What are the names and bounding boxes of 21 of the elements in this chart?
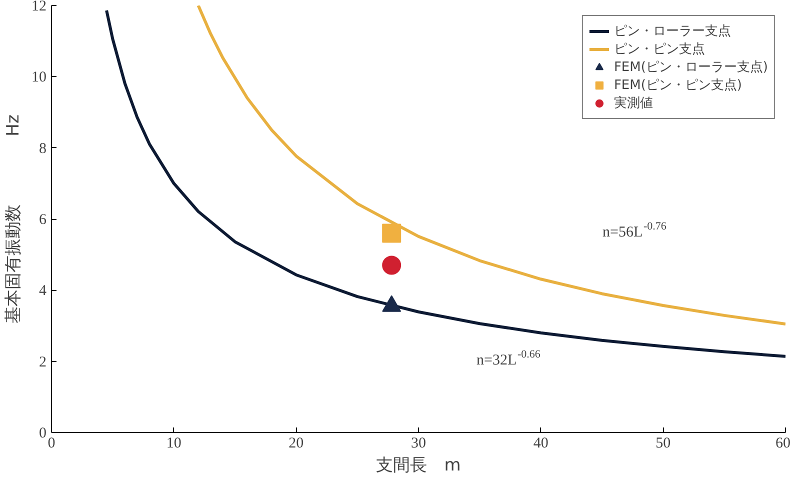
y-tick-label: 6 [39,212,47,228]
legend-label: ピン・ピン支点 [614,41,705,58]
y-tick-label: 2 [39,354,46,370]
legend-label: ピン・ローラー支点 [614,23,731,40]
y-tick-label: 4 [39,283,47,300]
legend-label: 実測値 [614,95,653,112]
y-tick-label: 10 [32,70,46,86]
y-tick-label: 12 [32,0,46,14]
x-tick-label: 60 [776,436,790,452]
x-axis-title: 支間長 m [376,456,461,476]
legend-label: FEM(ピン・ピン支点) [614,77,742,94]
x-tick-label: 40 [533,436,548,452]
x-tick-label: 30 [411,436,426,452]
line-series [196,6,786,326]
y-axis-title: 基本固有振動数 Hz [4,114,24,324]
y-tick-label: 0 [39,426,46,442]
x-tick-label: 50 [656,436,671,452]
y-tick-label: 8 [39,140,46,157]
x-tick-label: 10 [166,436,182,452]
x-tick-label: 20 [288,436,304,452]
legend-label: FEM(ピン・ローラー支点) [614,59,768,76]
